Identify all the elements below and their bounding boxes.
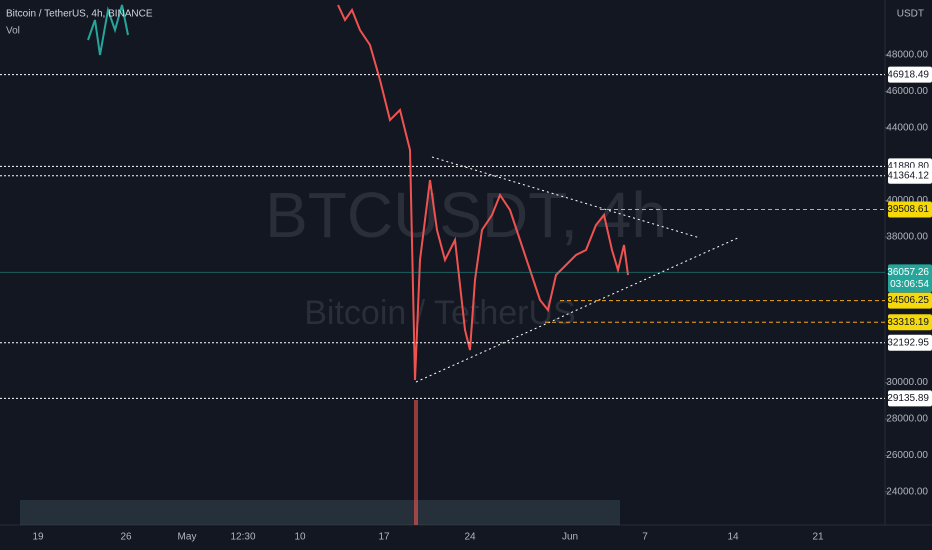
price-tick-label: 48000.00 xyxy=(886,50,928,61)
level-label: 34506.25 xyxy=(887,295,929,306)
time-tick-label: 21 xyxy=(812,532,824,543)
triangle-lower xyxy=(415,236,741,383)
price-path xyxy=(87,4,129,56)
level-label-bg xyxy=(888,334,932,351)
last-price-bg xyxy=(888,264,932,293)
volume-spike xyxy=(414,400,418,525)
price-tick-label: 28000.00 xyxy=(886,414,928,425)
time-tick-label: 10 xyxy=(294,532,306,543)
price-tick-label: 46000.00 xyxy=(886,86,928,97)
time-tick-label: 24 xyxy=(464,532,476,543)
level-label-bg xyxy=(888,167,932,184)
currency: USDT xyxy=(897,9,924,20)
level-label-bg xyxy=(888,390,932,407)
volume xyxy=(20,400,620,525)
triangle-upper xyxy=(431,156,701,239)
watermark-name: Bitcoin / TetherUS xyxy=(304,294,576,332)
price-tick-label: 24000.00 xyxy=(886,486,928,497)
level-label: 41880.80 xyxy=(887,161,929,172)
level-label-bg xyxy=(888,201,932,218)
time-tick-label: 19 xyxy=(32,532,44,543)
level-label: 33318.19 xyxy=(887,317,929,328)
price-path xyxy=(337,4,629,381)
volume-label: Vol xyxy=(6,26,20,37)
level-label-bg xyxy=(888,66,932,83)
time-tick-label: Jun xyxy=(562,532,578,543)
level-label: 46918.49 xyxy=(887,69,929,80)
price-tick-label: 38000.00 xyxy=(886,232,928,243)
time-tick-label: 7 xyxy=(642,532,648,543)
level-label: 29135.89 xyxy=(887,393,929,404)
countdown: 03:06:54 xyxy=(890,279,929,290)
time-tick-label: 17 xyxy=(378,532,390,543)
level-label-bg xyxy=(888,314,932,331)
price-tick-label: 30000.00 xyxy=(886,377,928,388)
price-tick-label: 40000.00 xyxy=(886,195,928,206)
time-tick-label: May xyxy=(178,532,197,543)
time-tick-label: 12:30 xyxy=(230,532,255,543)
symbol-title: Bitcoin / TetherUS, 4h, BINANCE xyxy=(6,9,153,20)
level-label: 39508.61 xyxy=(887,204,929,215)
time-tick-label: 14 xyxy=(727,532,739,543)
price-tick-label: 26000.00 xyxy=(886,450,928,461)
time-tick-label: 26 xyxy=(120,532,132,543)
level-label: 41364.12 xyxy=(887,170,929,181)
level-label: 32192.95 xyxy=(887,337,929,348)
price-tick-label: 44000.00 xyxy=(886,122,928,133)
last-price-label: 36057.26 xyxy=(887,267,929,278)
level-label-bg xyxy=(888,292,932,309)
volume-band xyxy=(20,500,620,525)
watermark-ticker: BTCUSDT, 4h xyxy=(265,179,667,251)
